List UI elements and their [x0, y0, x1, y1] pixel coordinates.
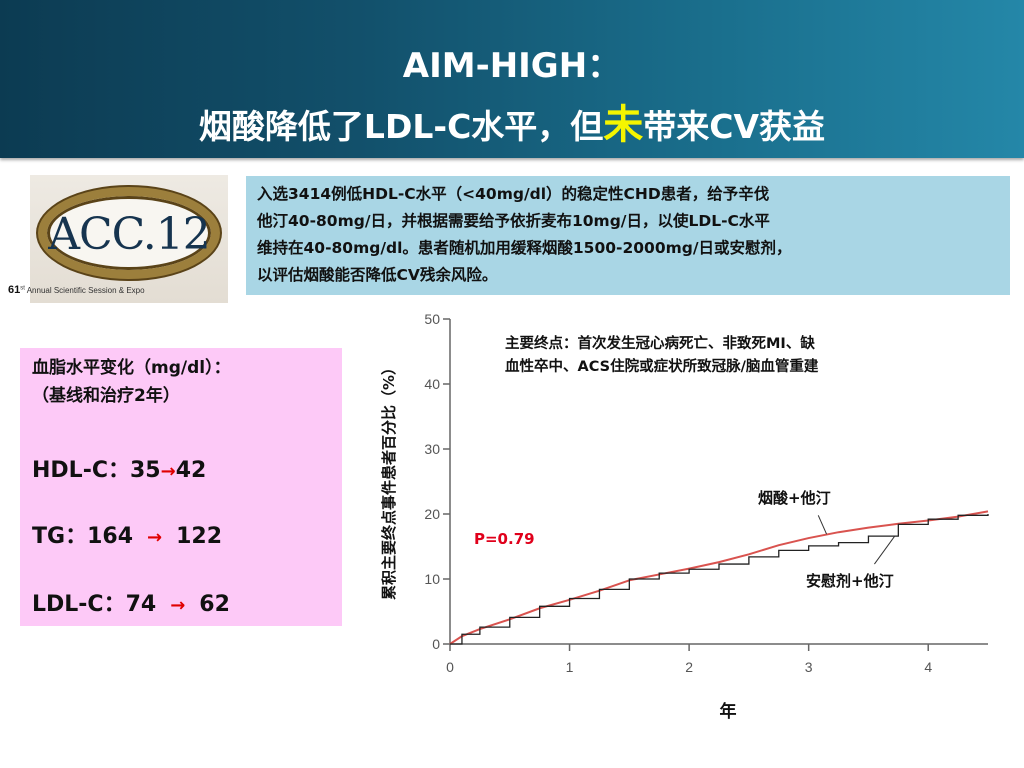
arrow-right-icon: → — [147, 527, 163, 548]
chart-x-axis-label: 年 — [719, 702, 737, 722]
lipid-change-box: 血脂水平变化（mg/dl）： （基线和治疗2年） HDL-C：35→42 TG：… — [20, 348, 342, 626]
arrow-right-icon: → — [170, 595, 186, 616]
kaplan-meier-chart: 0 10 20 30 40 50 0 1 2 3 4 — [360, 300, 1020, 730]
lipid-baseline: 74 — [125, 592, 157, 617]
series-label-placebo: 安慰剂+他汀 — [806, 572, 894, 590]
annotation-line: 血性卒中、ACS住院或症状所致冠脉/脑血管重建 — [505, 359, 819, 375]
info-line: 他汀40-80mg/日，并根据需要给予依折麦布10mg/日，以使LDL-C水平 — [257, 212, 770, 230]
title-text-before: 烟酸降低了LDL-C水平，但 — [198, 107, 604, 146]
study-info-box: 入选3414例低HDL-C水平（<40mg/dl）的稳定性CHD患者，给予辛伐 … — [246, 176, 1010, 295]
logo-text: ACC.12 — [48, 209, 211, 260]
chart-svg: 0 10 20 30 40 50 0 1 2 3 4 — [424, 311, 989, 675]
lipid-treated: 122 — [176, 524, 223, 549]
x-tick-label: 3 — [805, 659, 813, 675]
series-line-placebo — [450, 514, 989, 645]
y-tick-label: 30 — [424, 441, 440, 457]
lipid-heading: 血脂水平变化（mg/dl）： — [32, 358, 231, 378]
y-tick-label: 40 — [424, 376, 440, 392]
y-tick-label: 0 — [432, 636, 440, 652]
lipid-baseline: 35 — [129, 458, 161, 483]
x-tick-label: 2 — [685, 659, 693, 675]
logo-subtitle-text: Annual Scientific Session & Expo — [26, 286, 145, 295]
lipid-treated: 42 — [175, 458, 207, 483]
lipid-subheading: （基线和治疗2年） — [32, 386, 180, 406]
p-value-label: P=0.79 — [474, 530, 535, 548]
lipid-row-tg: TG：164 → 122 — [32, 518, 222, 550]
title-banner: AIM-HIGH： 烟酸降低了LDL-C水平，但未带来CV获益 — [0, 0, 1024, 158]
niacin-pointer-line — [817, 515, 828, 535]
y-tick-label: 10 — [424, 571, 440, 587]
lipid-name: HDL-C： — [32, 458, 130, 483]
logo-ordinal: 61 — [8, 284, 21, 296]
info-line: 入选3414例低HDL-C水平（<40mg/dl）的稳定性CHD患者，给予辛伐 — [257, 185, 770, 203]
primary-endpoint-annotation: 主要终点：首次发生冠心病死亡、非致死MI、缺 血性卒中、ACS住院或症状所致冠脉… — [505, 333, 945, 379]
x-tick-label: 4 — [924, 659, 932, 675]
logo-ordinal-suffix: st — [20, 285, 25, 292]
slide-title-line2: 烟酸降低了LDL-C水平，但未带来CV获益 — [0, 92, 1024, 150]
title-highlight: 未 — [603, 102, 644, 148]
info-line: 以评估烟酸能否降低CV残余风险。 — [257, 266, 498, 284]
y-tick-label: 20 — [424, 506, 440, 522]
placebo-pointer-line — [874, 535, 896, 565]
x-tick-label: 1 — [566, 659, 574, 675]
lipid-baseline: 164 — [87, 524, 134, 549]
y-tick-label: 50 — [424, 311, 440, 327]
acc-logo: ACC.12 — [30, 175, 228, 303]
logo-subtitle: 61st Annual Scientific Session & Expo — [8, 284, 228, 296]
slide-title-line1: AIM-HIGH： — [402, 46, 622, 86]
annotation-line: 主要终点：首次发生冠心病死亡、非致死MI、缺 — [505, 336, 815, 352]
series-label-niacin: 烟酸+他汀 — [758, 489, 831, 507]
lipid-name: TG： — [32, 524, 88, 549]
lipid-treated: 62 — [199, 592, 230, 617]
lipid-row-ldl: LDL-C：74 → 62 — [32, 586, 230, 618]
logo-ring — [38, 187, 220, 279]
x-tick-label: 0 — [446, 659, 454, 675]
title-text-after: 带来CV获益 — [643, 107, 826, 146]
lipid-name: LDL-C： — [32, 592, 126, 617]
lipid-row-hdl: HDL-C：35→42 — [32, 452, 206, 484]
arrow-right-icon: → — [160, 461, 176, 482]
chart-y-axis-label: 累积主要终点事件患者百分比（%） — [380, 359, 398, 601]
info-line: 维持在40-80mg/dl。患者随机加用缓释烟酸1500-2000mg/日或安慰… — [257, 239, 792, 257]
